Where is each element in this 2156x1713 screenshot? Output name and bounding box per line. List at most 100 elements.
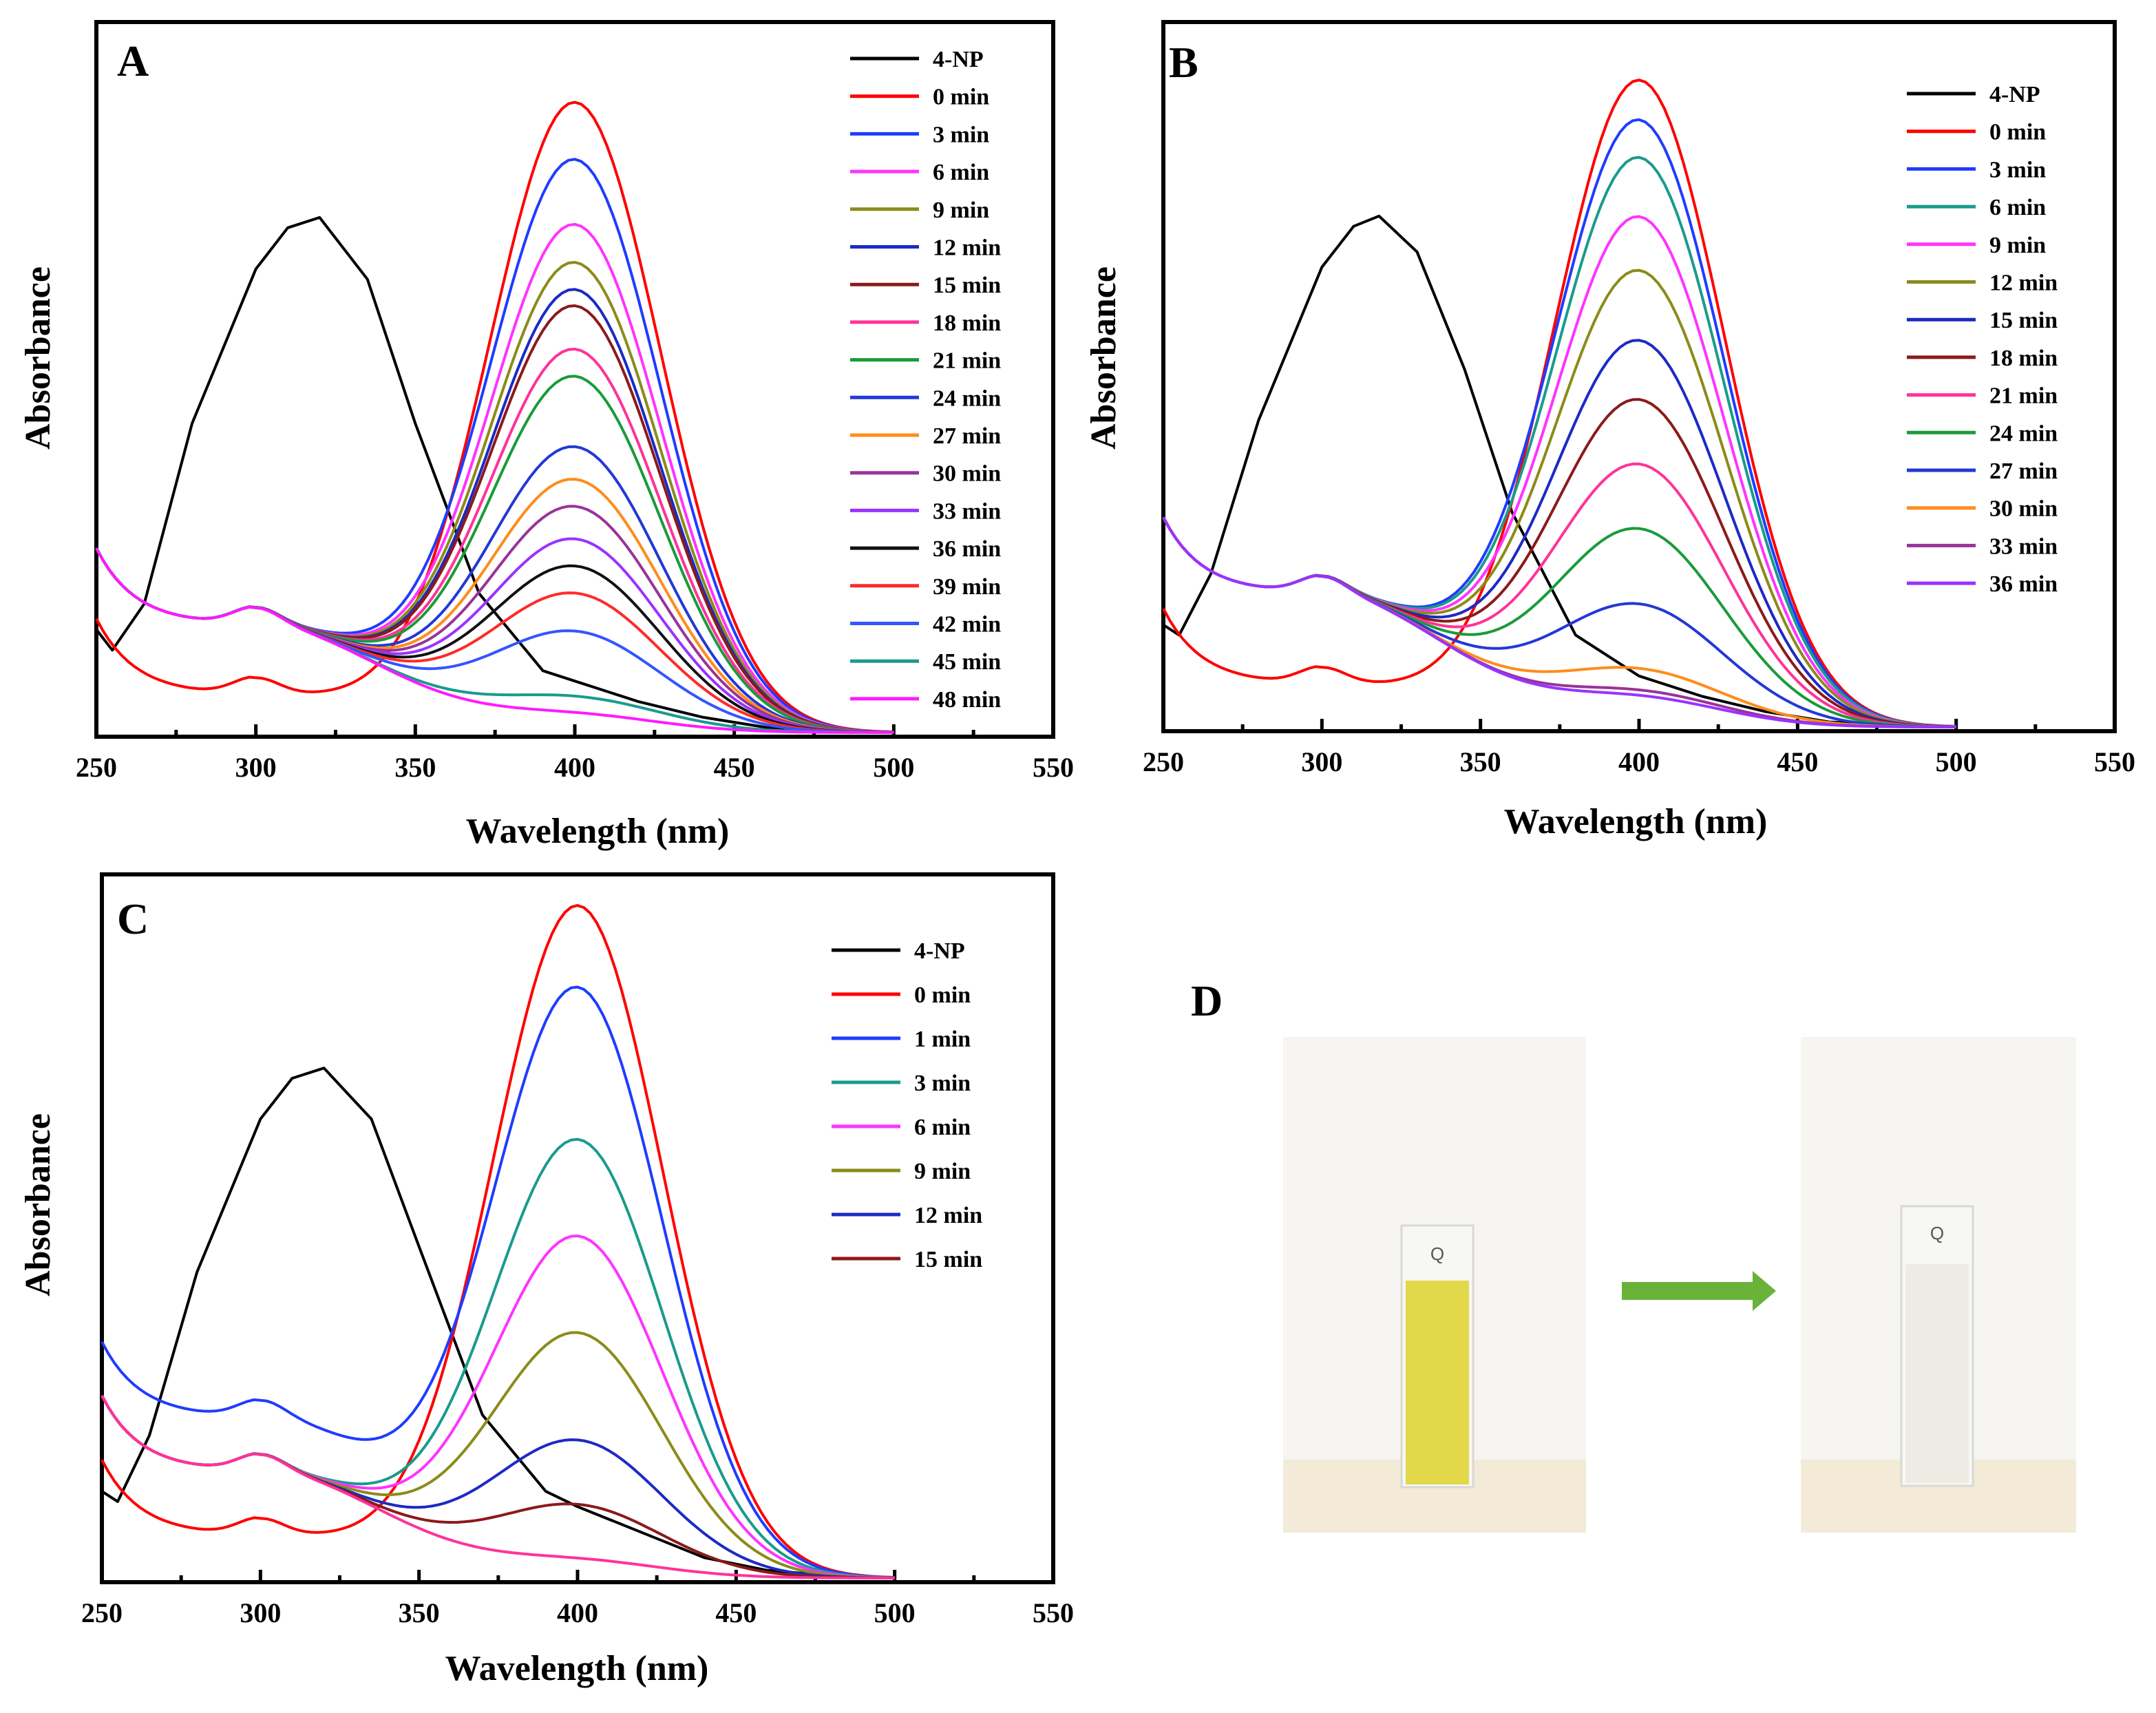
x-tick-label: 550	[1033, 1597, 1074, 1628]
legend-label: 9 min	[1989, 233, 2046, 258]
plot-frame	[1161, 20, 2117, 733]
x-tick-label: 300	[240, 1597, 281, 1628]
x-tick-label: 450	[714, 752, 755, 783]
series-line	[101, 1137, 895, 1579]
legend-label: 9 min	[914, 1159, 971, 1184]
panel-a-ylabel: Absorbance	[19, 266, 58, 450]
panel-c: Wavelength (nm) Absorbance C 250 300 350 40…	[19, 872, 1074, 1688]
x-tick-label: 500	[873, 752, 914, 783]
plot-frame	[94, 20, 1055, 739]
panel-d-label: D	[1191, 976, 1223, 1025]
legend-label: 30 min	[933, 461, 1001, 487]
panel-b-ylabel: Absorbance	[1084, 266, 1123, 450]
legend-label: 15 min	[914, 1247, 982, 1272]
series-line	[101, 985, 895, 1579]
series-line	[101, 904, 895, 1579]
legend-label: 3 min	[933, 122, 989, 147]
legend-label: 4-NP	[933, 47, 984, 72]
series-line	[95, 304, 894, 734]
legend-label: 9 min	[933, 198, 989, 223]
x-tick-label: 300	[1301, 746, 1342, 777]
photo-before: Q	[1283, 1037, 1586, 1533]
legend-label: 33 min	[933, 498, 1001, 524]
legend-label: 18 min	[933, 311, 1001, 336]
x-tick-label: 250	[76, 752, 117, 783]
legend-label: 36 min	[933, 536, 1001, 562]
series-line	[1162, 516, 1956, 728]
x-tick-label: 450	[715, 1597, 757, 1628]
legend-label: 6 min	[914, 1115, 971, 1140]
series-line	[95, 158, 894, 734]
legend-label: 30 min	[1989, 496, 2058, 522]
series-line	[1162, 156, 1956, 728]
series-line	[95, 222, 894, 734]
legend-label: 18 min	[1989, 346, 2058, 371]
panel-d: D Q Q	[1191, 976, 2076, 1533]
x-tick-label: 550	[1033, 752, 1074, 783]
legend-label: 12 min	[914, 1203, 982, 1228]
x-tick-label: 450	[1777, 746, 1818, 777]
series-line	[95, 348, 894, 734]
series-line	[95, 547, 894, 734]
panel-b-xlabel: Wavelength (nm)	[1504, 802, 1768, 841]
plot-frame	[100, 872, 1055, 1584]
legend-label: 36 min	[1989, 571, 2058, 597]
legend-label: 21 min	[933, 348, 1001, 374]
photo-after: Q	[1801, 1037, 2076, 1533]
legend-label: 24 min	[1989, 421, 2058, 446]
arrow-head	[1753, 1271, 1776, 1311]
series-line	[1162, 214, 1956, 728]
x-tick-label: 350	[1460, 746, 1501, 777]
legend-label: 6 min	[1989, 195, 2046, 220]
x-tick-label: 500	[1936, 746, 1977, 777]
legend-label: 4-NP	[914, 938, 965, 964]
series-line	[1162, 215, 1956, 728]
panel-c-ylabel: Absorbance	[19, 1113, 58, 1296]
x-tick-label: 350	[399, 1597, 440, 1628]
legend-label: 4-NP	[1989, 82, 2040, 107]
cuvette-after-mark: Q	[1930, 1223, 1944, 1243]
legend-label: 0 min	[933, 85, 989, 110]
legend-label: 21 min	[1989, 383, 2058, 409]
legend-label: 1 min	[914, 1027, 971, 1052]
legend-label: 12 min	[1989, 271, 2058, 296]
change-arrow	[1622, 1271, 1776, 1311]
legend-label: 48 min	[933, 687, 1001, 713]
legend-label: 15 min	[1989, 308, 2058, 333]
panel-a-label: A	[117, 36, 149, 85]
cuvette-after-liquid	[1905, 1264, 1969, 1483]
legend-label: 0 min	[914, 982, 971, 1008]
legend-label: 24 min	[933, 386, 1001, 411]
series-line	[101, 1066, 895, 1579]
series-line	[1162, 78, 1956, 728]
x-tick-label: 250	[1143, 746, 1184, 777]
panel-a-xlabel: Wavelength (nm)	[466, 812, 730, 851]
legend-label: 39 min	[933, 574, 1001, 600]
panel-b-label: B	[1169, 38, 1198, 87]
series-line	[101, 1394, 895, 1579]
panel-c-label: C	[117, 894, 149, 943]
x-tick-label: 400	[1618, 746, 1660, 777]
legend-label: 45 min	[933, 649, 1001, 675]
series-line	[101, 1331, 895, 1579]
legend-label: 3 min	[914, 1071, 971, 1096]
legend-label: 27 min	[1989, 459, 2058, 484]
arrow-shaft	[1622, 1282, 1755, 1300]
x-tick-label: 500	[874, 1597, 916, 1628]
panel-c-xlabel: Wavelength (nm)	[445, 1649, 709, 1688]
series-line	[95, 101, 894, 734]
cuvette-before-liquid	[1406, 1281, 1469, 1484]
series-line	[95, 216, 894, 734]
legend-label: 3 min	[1989, 157, 2046, 182]
legend-label: 6 min	[933, 160, 989, 185]
series-line	[95, 261, 894, 734]
legend-label: 33 min	[1989, 534, 2058, 559]
legend-label: 27 min	[933, 423, 1001, 449]
x-tick-label: 250	[81, 1597, 123, 1628]
series-line	[1162, 118, 1956, 728]
x-tick-label: 550	[2094, 746, 2135, 777]
panel-b: Wavelength (nm) Absorbance B 250 300 350 40…	[1084, 20, 2135, 841]
legend-label: 0 min	[1989, 120, 2046, 145]
series-line	[95, 288, 894, 734]
